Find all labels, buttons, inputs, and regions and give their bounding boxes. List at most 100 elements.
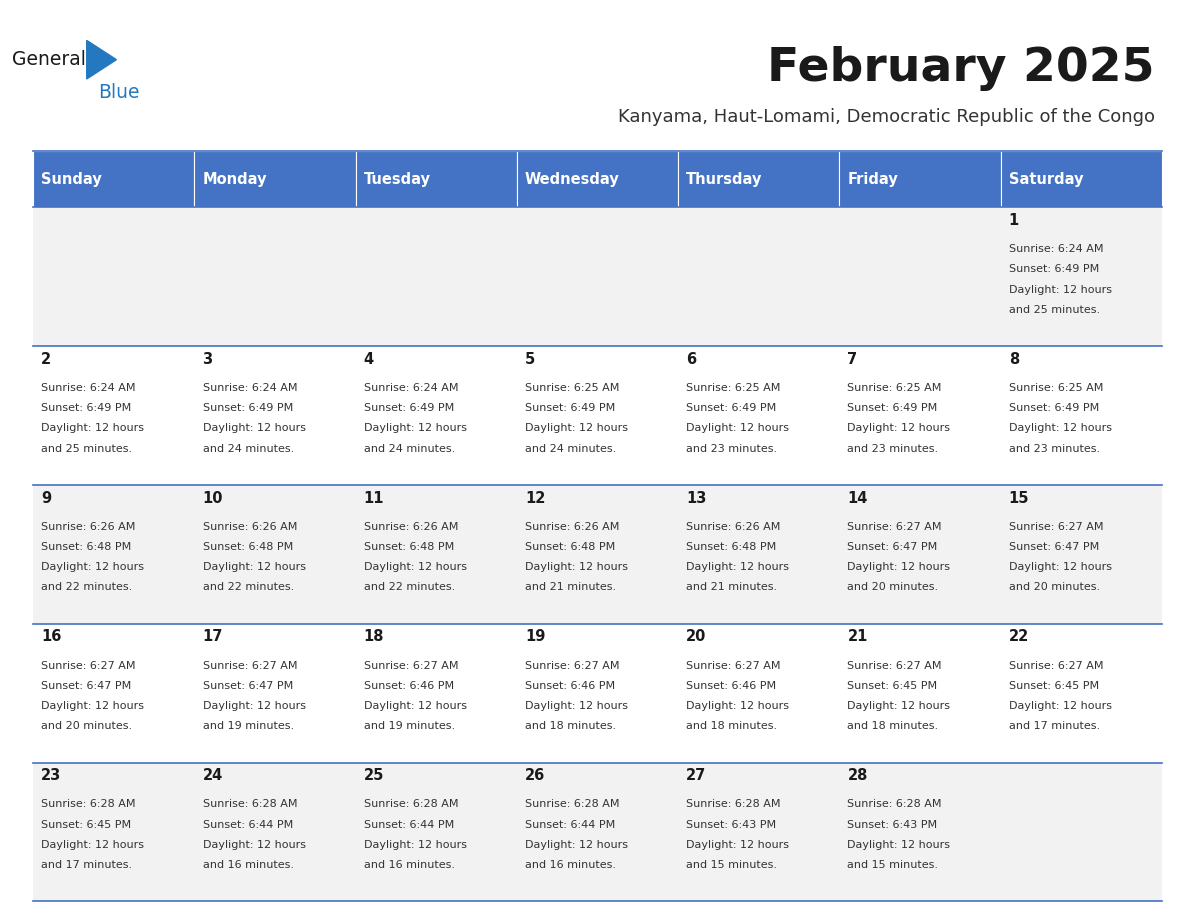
Text: and 18 minutes.: and 18 minutes. bbox=[847, 722, 939, 731]
Text: and 16 minutes.: and 16 minutes. bbox=[364, 860, 455, 870]
Text: Daylight: 12 hours: Daylight: 12 hours bbox=[202, 840, 305, 850]
Text: and 19 minutes.: and 19 minutes. bbox=[202, 722, 293, 731]
Text: Sunday: Sunday bbox=[42, 172, 102, 186]
Text: Sunset: 6:46 PM: Sunset: 6:46 PM bbox=[525, 681, 615, 690]
Text: Sunrise: 6:24 AM: Sunrise: 6:24 AM bbox=[1009, 244, 1104, 254]
Text: 20: 20 bbox=[687, 630, 707, 644]
Text: 4: 4 bbox=[364, 352, 374, 367]
Text: Daylight: 12 hours: Daylight: 12 hours bbox=[525, 423, 628, 433]
Text: February 2025: February 2025 bbox=[767, 46, 1155, 92]
Text: Daylight: 12 hours: Daylight: 12 hours bbox=[847, 701, 950, 711]
Text: Thursday: Thursday bbox=[687, 172, 763, 186]
Text: Daylight: 12 hours: Daylight: 12 hours bbox=[525, 840, 628, 850]
Text: Daylight: 12 hours: Daylight: 12 hours bbox=[202, 701, 305, 711]
Text: Sunset: 6:49 PM: Sunset: 6:49 PM bbox=[364, 403, 454, 413]
Text: Sunrise: 6:28 AM: Sunrise: 6:28 AM bbox=[364, 800, 459, 810]
Text: Sunset: 6:49 PM: Sunset: 6:49 PM bbox=[687, 403, 777, 413]
Text: and 20 minutes.: and 20 minutes. bbox=[1009, 582, 1100, 592]
Text: Sunrise: 6:24 AM: Sunrise: 6:24 AM bbox=[202, 383, 297, 393]
Text: Daylight: 12 hours: Daylight: 12 hours bbox=[687, 423, 789, 433]
Text: Sunset: 6:44 PM: Sunset: 6:44 PM bbox=[202, 820, 292, 830]
Text: Sunset: 6:46 PM: Sunset: 6:46 PM bbox=[687, 681, 777, 690]
Text: Sunrise: 6:26 AM: Sunrise: 6:26 AM bbox=[42, 521, 135, 532]
Text: Sunrise: 6:25 AM: Sunrise: 6:25 AM bbox=[525, 383, 619, 393]
Bar bbox=[1000, 151, 1162, 207]
Text: Daylight: 12 hours: Daylight: 12 hours bbox=[847, 840, 950, 850]
Text: Daylight: 12 hours: Daylight: 12 hours bbox=[364, 840, 467, 850]
Text: Daylight: 12 hours: Daylight: 12 hours bbox=[202, 423, 305, 433]
Text: Sunrise: 6:24 AM: Sunrise: 6:24 AM bbox=[364, 383, 459, 393]
Text: Daylight: 12 hours: Daylight: 12 hours bbox=[42, 562, 144, 572]
Text: 5: 5 bbox=[525, 352, 536, 367]
Bar bbox=[33, 207, 1162, 346]
Text: Wednesday: Wednesday bbox=[525, 172, 620, 186]
Text: Sunset: 6:47 PM: Sunset: 6:47 PM bbox=[202, 681, 292, 690]
Text: Sunrise: 6:27 AM: Sunrise: 6:27 AM bbox=[1009, 521, 1104, 532]
Text: Sunrise: 6:28 AM: Sunrise: 6:28 AM bbox=[202, 800, 297, 810]
Text: Sunset: 6:48 PM: Sunset: 6:48 PM bbox=[687, 542, 777, 552]
Text: Daylight: 12 hours: Daylight: 12 hours bbox=[364, 562, 467, 572]
Text: Daylight: 12 hours: Daylight: 12 hours bbox=[42, 701, 144, 711]
Text: 27: 27 bbox=[687, 768, 707, 783]
Text: Sunset: 6:49 PM: Sunset: 6:49 PM bbox=[1009, 403, 1099, 413]
Text: Sunset: 6:43 PM: Sunset: 6:43 PM bbox=[687, 820, 777, 830]
Text: Tuesday: Tuesday bbox=[364, 172, 431, 186]
Text: and 22 minutes.: and 22 minutes. bbox=[42, 582, 133, 592]
Text: Daylight: 12 hours: Daylight: 12 hours bbox=[525, 701, 628, 711]
Bar bbox=[678, 151, 840, 207]
Text: Daylight: 12 hours: Daylight: 12 hours bbox=[42, 840, 144, 850]
Text: and 24 minutes.: and 24 minutes. bbox=[525, 443, 617, 453]
Text: Sunset: 6:45 PM: Sunset: 6:45 PM bbox=[42, 820, 132, 830]
Text: Sunset: 6:48 PM: Sunset: 6:48 PM bbox=[525, 542, 615, 552]
Text: 23: 23 bbox=[42, 768, 62, 783]
Text: Daylight: 12 hours: Daylight: 12 hours bbox=[1009, 423, 1112, 433]
Text: Sunset: 6:45 PM: Sunset: 6:45 PM bbox=[1009, 681, 1099, 690]
Text: 22: 22 bbox=[1009, 630, 1029, 644]
Text: 3: 3 bbox=[202, 352, 213, 367]
Text: General: General bbox=[12, 50, 86, 69]
Text: and 17 minutes.: and 17 minutes. bbox=[42, 860, 132, 870]
Text: Sunset: 6:46 PM: Sunset: 6:46 PM bbox=[364, 681, 454, 690]
Text: Sunset: 6:49 PM: Sunset: 6:49 PM bbox=[847, 403, 937, 413]
Text: and 23 minutes.: and 23 minutes. bbox=[687, 443, 777, 453]
Text: and 21 minutes.: and 21 minutes. bbox=[687, 582, 777, 592]
Text: Sunset: 6:43 PM: Sunset: 6:43 PM bbox=[847, 820, 937, 830]
Text: 10: 10 bbox=[202, 490, 223, 506]
Text: Sunrise: 6:27 AM: Sunrise: 6:27 AM bbox=[847, 661, 942, 670]
Bar bbox=[517, 151, 678, 207]
Text: Daylight: 12 hours: Daylight: 12 hours bbox=[687, 562, 789, 572]
Text: Sunrise: 6:27 AM: Sunrise: 6:27 AM bbox=[687, 661, 781, 670]
Text: and 16 minutes.: and 16 minutes. bbox=[525, 860, 617, 870]
Text: Sunset: 6:47 PM: Sunset: 6:47 PM bbox=[1009, 542, 1099, 552]
Text: Sunrise: 6:27 AM: Sunrise: 6:27 AM bbox=[42, 661, 135, 670]
Text: and 18 minutes.: and 18 minutes. bbox=[687, 722, 777, 731]
Text: 24: 24 bbox=[202, 768, 223, 783]
Text: Sunset: 6:49 PM: Sunset: 6:49 PM bbox=[202, 403, 292, 413]
Text: 7: 7 bbox=[847, 352, 858, 367]
Text: Sunrise: 6:26 AM: Sunrise: 6:26 AM bbox=[364, 521, 459, 532]
Text: Daylight: 12 hours: Daylight: 12 hours bbox=[525, 562, 628, 572]
Text: 14: 14 bbox=[847, 490, 868, 506]
Text: Daylight: 12 hours: Daylight: 12 hours bbox=[202, 562, 305, 572]
Bar bbox=[33, 624, 1162, 763]
Text: and 25 minutes.: and 25 minutes. bbox=[1009, 305, 1100, 315]
Text: Friday: Friday bbox=[847, 172, 898, 186]
Text: Sunset: 6:47 PM: Sunset: 6:47 PM bbox=[847, 542, 937, 552]
Text: Sunrise: 6:27 AM: Sunrise: 6:27 AM bbox=[202, 661, 297, 670]
Text: 9: 9 bbox=[42, 490, 51, 506]
Text: and 19 minutes.: and 19 minutes. bbox=[364, 722, 455, 731]
Text: Blue: Blue bbox=[99, 83, 140, 102]
Text: Sunrise: 6:26 AM: Sunrise: 6:26 AM bbox=[525, 521, 619, 532]
Text: and 15 minutes.: and 15 minutes. bbox=[847, 860, 939, 870]
Text: Sunrise: 6:27 AM: Sunrise: 6:27 AM bbox=[364, 661, 459, 670]
Text: and 20 minutes.: and 20 minutes. bbox=[847, 582, 939, 592]
Text: 2: 2 bbox=[42, 352, 51, 367]
Text: Sunset: 6:49 PM: Sunset: 6:49 PM bbox=[42, 403, 132, 413]
Text: Sunset: 6:49 PM: Sunset: 6:49 PM bbox=[1009, 264, 1099, 274]
Text: 13: 13 bbox=[687, 490, 707, 506]
Text: Sunset: 6:45 PM: Sunset: 6:45 PM bbox=[847, 681, 937, 690]
Text: Sunrise: 6:26 AM: Sunrise: 6:26 AM bbox=[202, 521, 297, 532]
Bar bbox=[355, 151, 517, 207]
Text: and 23 minutes.: and 23 minutes. bbox=[847, 443, 939, 453]
Text: 15: 15 bbox=[1009, 490, 1029, 506]
